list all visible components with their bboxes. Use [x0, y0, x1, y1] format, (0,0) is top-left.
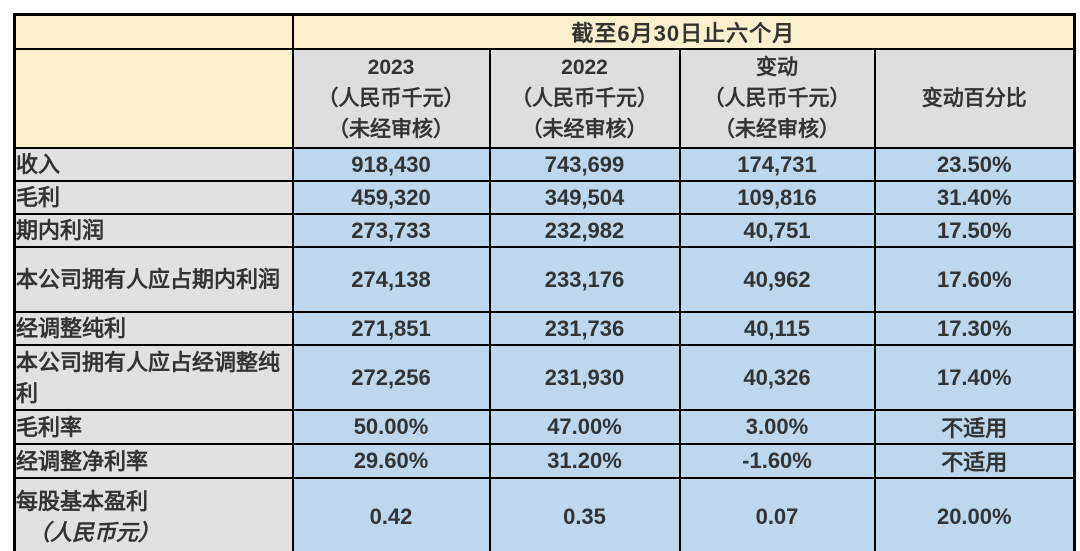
period-header-cell: 截至6月30日止六个月 — [291, 13, 1076, 50]
row-label-text: 每股基本盈利 — [16, 489, 149, 515]
value-change: 40,751 — [678, 213, 876, 248]
table-row-adjusted-net-margin: 经调整净利率 29.60% 31.20% -1.60% 不适用 — [13, 443, 1076, 479]
financial-summary-table: 截至6月30日止六个月 2023 （人民币千元） （未经审核） 2022 （人民… — [13, 13, 1077, 551]
value-change: 3.00% — [678, 409, 876, 445]
value-change: 0.07 — [678, 477, 876, 551]
table-row-gross-profit: 毛利 459,320 349,504 109,816 31.40% — [13, 180, 1076, 215]
value-2023: 0.42 — [291, 477, 491, 551]
column-header-change-pct: 变动百分比 — [873, 48, 1076, 149]
row-sublabel-text: （人民币元） — [28, 520, 161, 546]
value-change-pct: 不适用 — [873, 443, 1076, 479]
value-change-pct: 31.40% — [873, 180, 1076, 215]
column-header-line: （未经审核） — [328, 118, 454, 141]
row-label-text: 本公司拥有人应占经调整纯利 — [16, 349, 281, 406]
value-2023: 274,138 — [291, 246, 491, 313]
value-2022: 231,930 — [488, 344, 681, 411]
value-2023: 272,256 — [291, 344, 491, 411]
value-2022: 31.20% — [488, 443, 681, 479]
value-2023: 50.00% — [291, 409, 491, 445]
value-change: 40,115 — [678, 311, 876, 346]
column-header-line: （未经审核） — [714, 118, 840, 141]
value-2022: 231,736 — [488, 311, 681, 346]
table-row-basic-eps: 每股基本盈利 （人民币元） 0.42 0.35 0.07 20.00% — [13, 477, 1076, 551]
value-2023: 273,733 — [291, 213, 491, 248]
value-2023: 459,320 — [291, 180, 491, 215]
row-label: 经调整纯利 — [13, 311, 294, 346]
header-empty-cell — [13, 48, 294, 149]
row-label: 毛利 — [13, 180, 294, 215]
row-label-text: 经调整净利率 — [16, 448, 149, 474]
column-header-line: 2023 — [367, 56, 415, 79]
value-change-pct: 20.00% — [873, 477, 1076, 551]
period-header-row: 截至6月30日止六个月 — [13, 13, 1076, 50]
column-header-line: （人民币千元） — [317, 87, 465, 110]
column-header-line: 2022 — [561, 56, 608, 79]
value-2022: 233,176 — [488, 246, 681, 313]
column-header-2023: 2023 （人民币千元） （未经审核） — [291, 48, 491, 149]
value-2022: 0.35 — [488, 477, 681, 551]
value-2023: 271,851 — [291, 311, 491, 346]
value-change: 40,326 — [678, 344, 876, 411]
row-label-text: 毛利 — [16, 185, 61, 210]
column-header-change: 变动 （人民币千元） （未经审核） — [678, 48, 876, 149]
row-label-text: 经调整纯利 — [16, 316, 127, 341]
table-row-owners-adjusted-profit: 本公司拥有人应占经调整纯利 272,256 231,930 40,326 17.… — [13, 344, 1076, 411]
value-change-pct: 不适用 — [873, 409, 1076, 445]
table-row-owners-period-profit: 本公司拥有人应占期内利润 274,138 233,176 40,962 17.6… — [13, 246, 1076, 313]
column-header-2022: 2022 （人民币千元） （未经审核） — [488, 48, 681, 149]
value-change: -1.60% — [678, 443, 876, 479]
value-change-pct: 17.30% — [873, 311, 1076, 346]
value-change: 109,816 — [678, 180, 876, 215]
column-header-line: （未经审核） — [521, 118, 648, 141]
column-header-line: 变动百分比 — [921, 87, 1027, 110]
value-2023: 918,430 — [291, 147, 491, 182]
row-label: 毛利率 — [13, 409, 294, 445]
value-2023: 29.60% — [291, 443, 491, 479]
table-row-revenue: 收入 918,430 743,699 174,731 23.50% — [13, 147, 1076, 182]
row-label: 收入 — [13, 147, 294, 182]
value-change: 174,731 — [678, 147, 876, 182]
table-row-period-profit: 期内利润 273,733 232,982 40,751 17.50% — [13, 213, 1076, 248]
value-change: 40,962 — [678, 246, 876, 313]
value-2022: 349,504 — [488, 180, 681, 215]
column-header-line: （人民币千元） — [703, 87, 851, 110]
table-row-gross-margin: 毛利率 50.00% 47.00% 3.00% 不适用 — [13, 409, 1076, 445]
row-label-text: 毛利率 — [16, 414, 83, 440]
value-change-pct: 23.50% — [873, 147, 1076, 182]
corner-empty-cell — [13, 13, 294, 50]
row-label: 每股基本盈利 （人民币元） — [13, 477, 294, 551]
column-header-line: 变动 — [756, 56, 798, 79]
value-2022: 47.00% — [488, 409, 681, 445]
row-label: 期内利润 — [13, 213, 294, 248]
row-label-text: 期内利润 — [16, 218, 105, 243]
value-change-pct: 17.40% — [873, 344, 1076, 411]
row-label: 经调整净利率 — [13, 443, 294, 479]
row-label-text: 本公司拥有人应占期内利润 — [16, 267, 281, 292]
value-2022: 232,982 — [488, 213, 681, 248]
column-header-row: 2023 （人民币千元） （未经审核） 2022 （人民币千元） （未经审核） … — [13, 48, 1076, 149]
value-2022: 743,699 — [488, 147, 681, 182]
value-change-pct: 17.50% — [873, 213, 1076, 248]
row-label-text: 收入 — [16, 152, 61, 177]
row-label: 本公司拥有人应占经调整纯利 — [13, 344, 294, 411]
row-label: 本公司拥有人应占期内利润 — [13, 246, 294, 313]
column-header-line: （人民币千元） — [511, 87, 658, 110]
table-row-adjusted-profit: 经调整纯利 271,851 231,736 40,115 17.30% — [13, 311, 1076, 346]
value-change-pct: 17.60% — [873, 246, 1076, 313]
